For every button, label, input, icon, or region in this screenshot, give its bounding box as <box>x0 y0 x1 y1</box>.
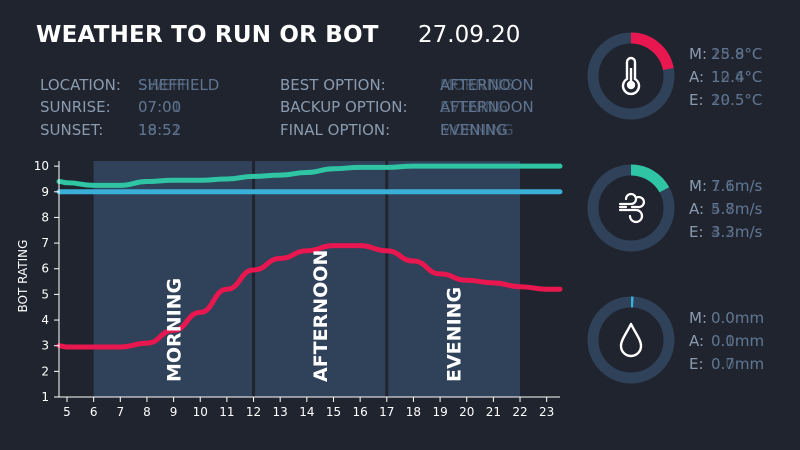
series-line-1 <box>56 163 563 188</box>
location-value: SHEFFIELD <box>138 76 220 94</box>
sunset-ghost-value: 19:51 <box>138 121 182 139</box>
metric-3-e-value: 0.7mm <box>711 355 765 373</box>
x-tick-label: 5 <box>63 405 71 419</box>
x-tick-label: 12 <box>246 405 261 419</box>
y-tick-label: 1 <box>41 390 49 404</box>
x-tick-label: 14 <box>299 405 314 419</box>
metric-2-a-value: 5.8m/s <box>711 200 763 218</box>
x-tick-label: 13 <box>273 405 288 419</box>
x-tick-label: 17 <box>379 405 394 419</box>
final-option-value: EVENING <box>440 121 508 139</box>
x-tick-label: 22 <box>512 405 527 419</box>
metric-1-m-value: 25.8°C <box>711 45 763 63</box>
metric-2-m-label: M: <box>689 177 707 195</box>
y-tick-label: 9 <box>41 185 49 199</box>
metric-2-e-ghost: 4.2m/s <box>711 223 763 241</box>
metric-2-m-value: 7.6m/s <box>711 177 763 195</box>
y-tick-label: 6 <box>41 262 49 276</box>
metric-1-m-label: M: <box>689 45 707 63</box>
backup-option-label: BACKUP OPTION: <box>280 98 408 116</box>
metric-3-m-ghost: 0.0mm <box>711 309 765 327</box>
metric-3-m-label: M: <box>689 309 707 327</box>
metric-1-a-label: A: <box>689 68 705 86</box>
thermometer-icon <box>621 56 641 96</box>
metric-3-a-label: A: <box>689 332 705 350</box>
gauge-fill <box>587 164 675 252</box>
period-band-morning <box>93 161 254 397</box>
x-tick-label: 16 <box>352 405 367 419</box>
backup-option-ghost-value: EVENING <box>440 98 508 116</box>
period-label-evening: EVENING <box>443 287 465 382</box>
metric-3-a-value: 0.0mm <box>711 332 765 350</box>
location-label: LOCATION: <box>40 76 121 94</box>
metric-3-e-label: E: <box>689 355 704 373</box>
date-label: 27.09.20 <box>418 22 521 48</box>
x-tick-label: 7 <box>116 405 124 419</box>
y-tick-label: 5 <box>41 287 49 301</box>
x-tick-label: 21 <box>486 405 501 419</box>
metric-gauge-2 <box>587 164 675 252</box>
raindrop-icon <box>619 322 643 358</box>
x-tick-label: 9 <box>170 405 178 419</box>
sunset-label: SUNSET: <box>40 121 104 139</box>
sunrise-ghost-value: 07:01 <box>138 98 182 116</box>
period-label-afternoon: AFTERNOON <box>310 250 332 382</box>
metric-1-e-value: 20.5°C <box>711 91 763 109</box>
x-tick-label: 11 <box>219 405 234 419</box>
gauge-track <box>587 296 675 384</box>
x-tick-label: 20 <box>459 405 474 419</box>
final-option-label: FINAL OPTION: <box>280 121 391 139</box>
metric-1-m-ghost: 18.9°C <box>711 45 763 63</box>
y-tick-label: 10 <box>34 159 49 173</box>
final-option-ghost-value: MORNING <box>440 121 514 139</box>
sunrise-label: SUNRISE: <box>40 98 111 116</box>
metric-3-a-ghost: 0.1mm <box>711 332 765 350</box>
metric-1-a-value: 12.4°C <box>711 68 763 86</box>
x-tick-label: 15 <box>326 405 341 419</box>
metric-3-e-ghost: 0.0mm <box>711 355 765 373</box>
y-tick-label: 4 <box>41 313 49 327</box>
x-tick-label: 23 <box>539 405 554 419</box>
period-band-afternoon <box>253 161 387 397</box>
metric-2-e-label: E: <box>689 223 704 241</box>
best-option-label: BEST OPTION: <box>280 76 386 94</box>
location-ghost-value: SWEFF <box>138 76 190 94</box>
gauge-fill <box>587 32 675 120</box>
gauge-fill <box>587 296 675 384</box>
best-option-value: AFTERNOON <box>440 76 534 94</box>
y-tick-label: 8 <box>41 210 49 224</box>
metric-2-e-value: 3.3m/s <box>711 223 763 241</box>
metric-1-e-ghost: 19.5°C <box>711 91 763 109</box>
metric-1-a-ghost: 10.6°C <box>711 68 763 86</box>
metric-2-a-ghost: 4.7m/s <box>711 200 763 218</box>
x-tick-label: 19 <box>432 405 447 419</box>
metric-3-m-value: 0.0mm <box>711 309 765 327</box>
wind-icon <box>618 192 645 224</box>
y-tick-label: 2 <box>41 364 49 378</box>
metric-gauge-1 <box>587 32 675 120</box>
page-title: WEATHER TO RUN OR BOT <box>36 22 379 48</box>
y-axis-label: BOT RATING <box>16 240 30 313</box>
y-tick-label: 7 <box>41 236 49 250</box>
series-line-3 <box>56 243 563 350</box>
x-tick-label: 8 <box>143 405 151 419</box>
metric-gauge-3 <box>587 296 675 384</box>
backup-option-value: AFTERNOON <box>440 98 534 116</box>
x-tick-label: 18 <box>406 405 421 419</box>
y-tick-label: 3 <box>41 339 49 353</box>
sunset-value: 18:52 <box>138 121 182 139</box>
metric-1-e-label: E: <box>689 91 704 109</box>
metric-2-a-label: A: <box>689 200 705 218</box>
x-tick-label: 10 <box>193 405 208 419</box>
sunrise-value: 07:00 <box>138 98 182 116</box>
best-option-ghost-value: MORNING <box>440 76 514 94</box>
period-label-morning: MORNING <box>164 278 186 382</box>
metric-2-m-ghost: 1.1m/s <box>711 177 763 195</box>
x-tick-label: 6 <box>90 405 98 419</box>
